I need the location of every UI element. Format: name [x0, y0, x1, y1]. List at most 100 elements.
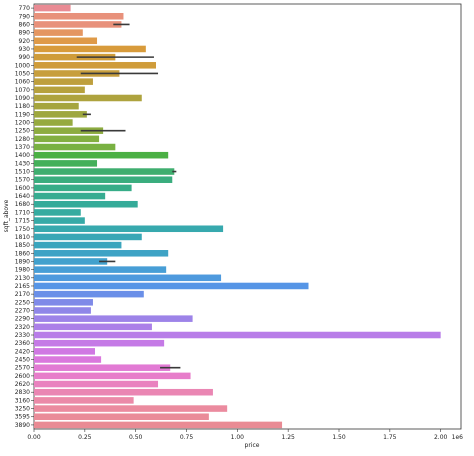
y-tick-label: 1980 — [15, 267, 30, 274]
bars-group — [34, 4, 441, 429]
x-tick-label: 0.75 — [180, 434, 194, 441]
y-tick-label: 1860 — [15, 250, 30, 257]
y-tick-label: 3595 — [15, 414, 30, 421]
y-tick-label: 2250 — [15, 299, 30, 306]
x-tick-label: 1.25 — [281, 434, 295, 441]
y-tick-label: 2270 — [15, 307, 30, 314]
bar-1200 — [34, 119, 73, 126]
y-tick-label: 2130 — [15, 275, 30, 282]
y-tick-label: 2330 — [15, 332, 30, 339]
y-tick-label: 1400 — [15, 152, 30, 159]
bar-2570 — [34, 364, 171, 371]
y-tick-label: 2165 — [15, 283, 30, 290]
y-tick-label: 3890 — [15, 422, 30, 429]
bar-1890 — [34, 258, 108, 265]
y-tick-label: 3250 — [15, 406, 30, 413]
bar-1400 — [34, 151, 169, 159]
y-tick-label: 1715 — [15, 218, 30, 225]
x-tick-label: 0.00 — [27, 434, 41, 441]
bar-930 — [34, 45, 146, 53]
bar-1640 — [34, 192, 106, 200]
y-tick-label: 1190 — [15, 111, 30, 118]
bar-2270 — [34, 307, 91, 314]
bar-1370 — [34, 143, 116, 151]
y-tick-label: 2600 — [15, 373, 30, 380]
bar-2620 — [34, 380, 159, 388]
bar-790 — [34, 12, 124, 20]
x-tick-label: 1.50 — [332, 434, 346, 441]
bar-1715 — [34, 217, 85, 224]
bar-2330 — [34, 331, 441, 339]
bar-2360 — [34, 339, 165, 347]
y-tick-label: 1050 — [15, 70, 30, 77]
y-tick-label: 2170 — [15, 291, 30, 298]
x-scale-label: 1e6 — [452, 434, 464, 441]
bar-1000 — [34, 62, 156, 69]
y-tick-label: 2290 — [15, 316, 30, 323]
y-tick-label: 2570 — [15, 365, 30, 372]
y-tick-label: 1000 — [15, 62, 30, 69]
bar-1570 — [34, 176, 173, 183]
y-tick-label: 2320 — [15, 324, 30, 331]
bar-1070 — [34, 86, 85, 94]
y-tick-label: 1250 — [15, 128, 30, 135]
y-tick-label: 1090 — [15, 95, 30, 102]
error-bars-group — [76, 23, 181, 369]
bar-890 — [34, 29, 83, 36]
y-tick-label: 1890 — [15, 258, 30, 265]
bar-3595 — [34, 413, 209, 421]
y-tick-label: 1370 — [15, 144, 30, 151]
y-tick-label: 920 — [19, 38, 31, 45]
y-tick-label: 2420 — [15, 348, 30, 355]
bar-1860 — [34, 250, 169, 257]
bar-1430 — [34, 160, 98, 167]
y-tick-label: 890 — [19, 30, 31, 37]
y-tick-label: 1810 — [15, 234, 30, 241]
bar-3160 — [34, 397, 134, 404]
bar-1680 — [34, 200, 138, 208]
bar-2165 — [34, 282, 309, 290]
bar-3250 — [34, 405, 228, 412]
x-axis-label: price — [245, 442, 260, 449]
y-tick-label: 1070 — [15, 87, 30, 94]
x-tick-label: 2.00 — [434, 434, 448, 441]
y-tick-label: 1430 — [15, 160, 30, 167]
bar-1190 — [34, 111, 87, 118]
y-tick-label: 1850 — [15, 242, 30, 249]
bar-1510 — [34, 168, 175, 175]
bar-1850 — [34, 241, 122, 249]
bar-2830 — [34, 388, 213, 396]
y-tick-label: 1280 — [15, 136, 30, 143]
y-axis-label: sqft_above — [3, 199, 10, 232]
bar-920 — [34, 37, 98, 45]
bar-1090 — [34, 94, 142, 102]
bar-1280 — [34, 135, 100, 143]
x-tick-labels: 0.00 0.25 0.50 0.75 1.00 1.25 1.50 1.75 2.00 — [27, 429, 448, 441]
x-tick-label: 1.00 — [231, 434, 245, 441]
bar-1810 — [34, 233, 142, 241]
x-tick-label: 0.25 — [78, 434, 92, 441]
y-tick-label: 1570 — [15, 177, 30, 184]
y-tick-label: 2450 — [15, 357, 30, 364]
bar-1710 — [34, 209, 81, 216]
y-tick-label: 3160 — [15, 397, 30, 404]
bar-2290 — [34, 315, 193, 322]
y-tick-label: 860 — [19, 21, 31, 28]
bar-770 — [34, 4, 71, 12]
bar-3890 — [34, 421, 283, 429]
y-tick-label: 990 — [19, 54, 31, 61]
bar-2170 — [34, 290, 144, 298]
x-tick-label: 1.75 — [383, 434, 397, 441]
x-tick-label: 0.50 — [129, 434, 143, 441]
y-tick-label: 930 — [19, 46, 31, 53]
y-tick-label: 2620 — [15, 381, 30, 388]
y-tick-label: 1180 — [15, 103, 30, 110]
bar-1050 — [34, 70, 120, 77]
bar-1600 — [34, 184, 132, 192]
y-tick-label: 2360 — [15, 340, 30, 347]
y-tick-label: 1200 — [15, 120, 30, 127]
bar-1980 — [34, 266, 167, 273]
bar-2130 — [34, 274, 222, 282]
